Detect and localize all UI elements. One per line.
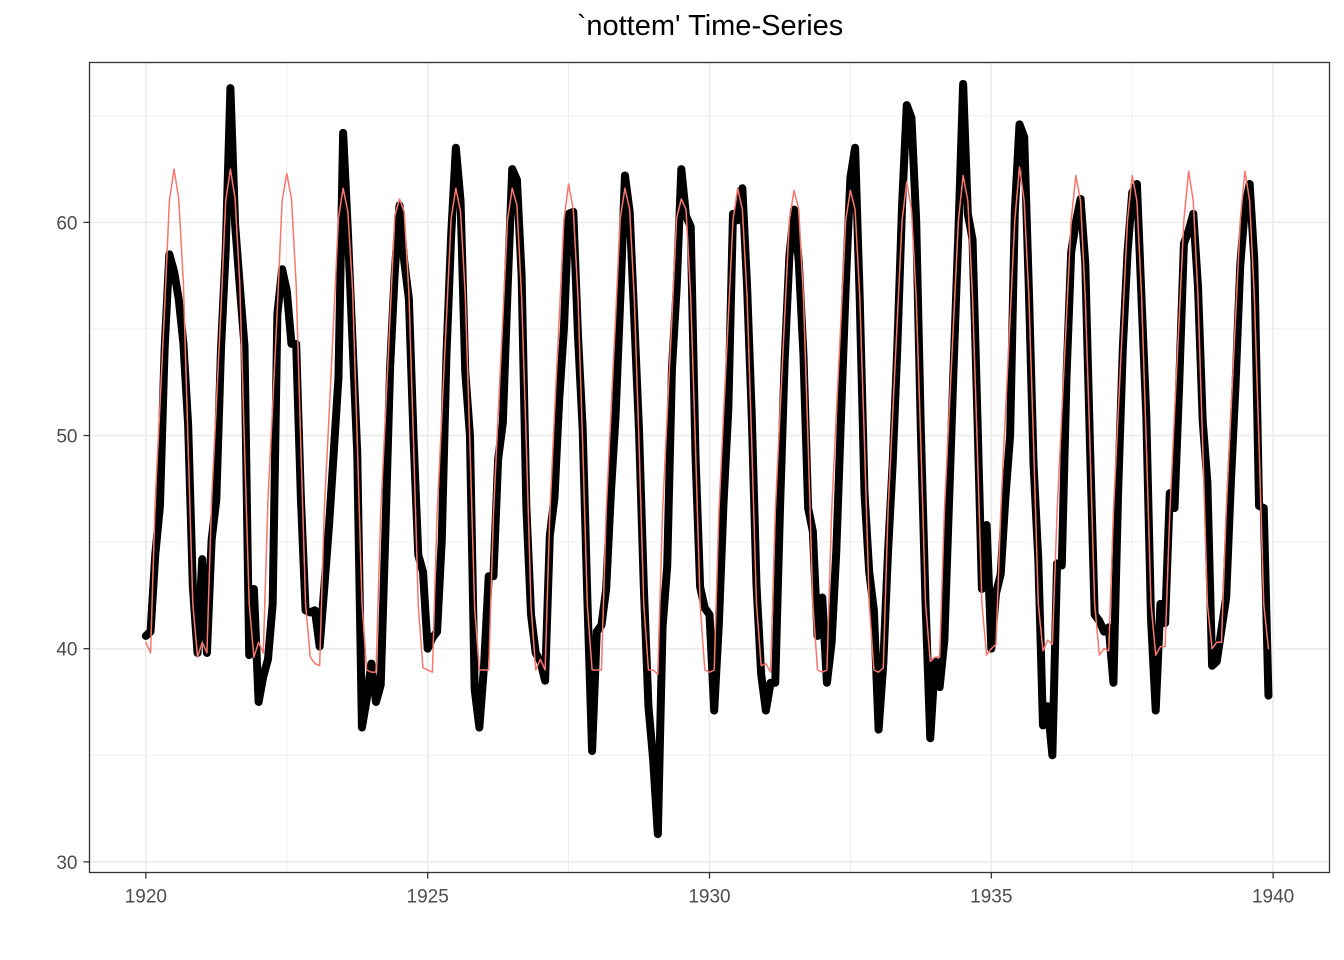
x-tick-label: 1920: [125, 887, 167, 908]
x-tick-label: 1940: [1252, 887, 1294, 908]
x-tick-label: 1925: [407, 887, 449, 908]
y-tick-label: 30: [56, 853, 77, 874]
y-tick-label: 60: [56, 213, 77, 234]
y-tick-label: 40: [56, 640, 77, 661]
chart-title: `nottem' Time-Series: [576, 10, 844, 42]
x-tick-label: 1930: [688, 887, 730, 908]
axes: 1920 1925 1930 1935 1940 30 40 50 60: [56, 213, 1294, 907]
series-lines: [141, 79, 1273, 839]
series-line-1: [141, 79, 1273, 839]
y-tick-label: 50: [56, 427, 77, 448]
x-tick-label: 1935: [970, 887, 1012, 908]
series-line-2: [145, 166, 1270, 676]
